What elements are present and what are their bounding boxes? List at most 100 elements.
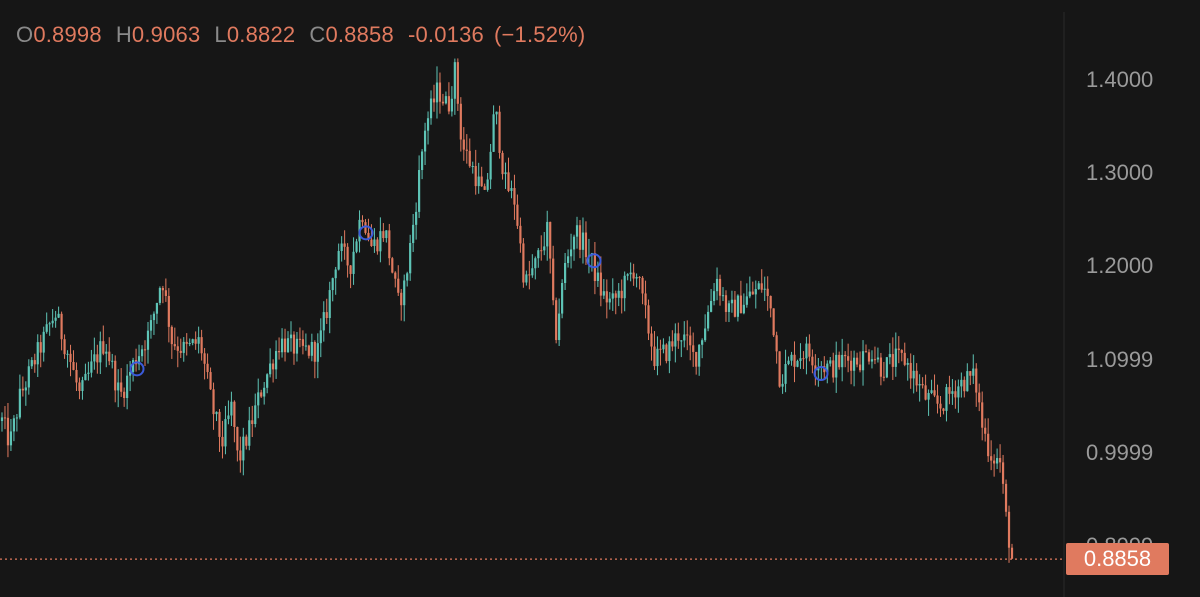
candle-body (108, 351, 111, 362)
candle-body (501, 152, 504, 175)
candle-body (808, 343, 811, 357)
candle-body (331, 278, 334, 291)
candle-body (671, 341, 674, 347)
candle-body (504, 172, 507, 175)
candle-body (117, 382, 120, 391)
candle-body (349, 265, 352, 274)
candle-body (251, 420, 254, 425)
candle-body (644, 293, 647, 306)
candle-body (647, 305, 650, 334)
candle-body (453, 62, 456, 99)
candle-body (546, 221, 549, 247)
candle-body (909, 362, 912, 379)
candle-body (272, 363, 275, 370)
candle-body (75, 369, 78, 383)
candle-body (93, 354, 96, 362)
candle-body (325, 312, 328, 318)
candle-body (140, 349, 144, 357)
candle-body (355, 241, 358, 252)
signal-marker (586, 253, 602, 269)
last-price-tag: 0.8858 (1066, 543, 1169, 576)
candle-body (468, 150, 471, 167)
candle-body (495, 111, 498, 115)
candle-body (555, 300, 558, 341)
candle-body (960, 379, 963, 387)
candle-body (763, 288, 766, 290)
candle-body (382, 231, 385, 239)
candle-body (787, 360, 790, 365)
candle-body (397, 278, 400, 293)
candle-body (388, 230, 391, 259)
ohlc-legend: O0.8998 H0.9063 L0.8822 C0.8858 -0.0136 … (16, 22, 595, 48)
close-label: C (309, 22, 326, 47)
candle-body (954, 391, 957, 398)
candle-body (346, 246, 349, 266)
candle-body (498, 111, 501, 153)
candle-body (209, 372, 212, 390)
candle-body (766, 288, 769, 296)
candle-body (996, 458, 999, 464)
candle-body (662, 344, 665, 350)
candle-body (438, 82, 442, 102)
candle-body (543, 246, 546, 251)
candle-body (161, 287, 164, 291)
candle-body (1007, 511, 1011, 548)
candle-body (912, 370, 915, 379)
candle-body (781, 383, 784, 387)
candle-body (400, 292, 403, 306)
candle-body (474, 165, 477, 187)
candle-body (423, 130, 427, 152)
candle-body (373, 239, 376, 247)
candle-body (376, 239, 379, 252)
change-value: -0.0136 (407, 22, 484, 47)
candle-body (951, 391, 954, 394)
candle-body (906, 362, 909, 365)
candle-body (531, 268, 534, 276)
candle-body (248, 420, 251, 446)
candle-body (698, 344, 701, 367)
candle-body (292, 334, 296, 354)
candle-body (739, 295, 742, 314)
candle-body (942, 408, 945, 411)
candle-body (826, 363, 829, 373)
candle-body (870, 359, 874, 362)
candle-body (873, 359, 877, 361)
candle-body (260, 392, 263, 397)
candle-body (51, 320, 54, 324)
candle-body (790, 354, 793, 361)
candle-body (677, 333, 680, 341)
candle-body (650, 333, 653, 347)
candle-body (96, 354, 99, 363)
candle-body (444, 96, 448, 104)
candle-body (927, 392, 930, 400)
candle-body (450, 98, 453, 112)
price-axis-tick: 1.4000 (1086, 67, 1154, 92)
candle-body (686, 334, 689, 336)
candle-body (629, 272, 632, 275)
candle-body (751, 291, 754, 295)
candle-body (760, 283, 763, 290)
candle-body (304, 345, 307, 347)
candle-body (727, 303, 731, 312)
candle-body (188, 343, 191, 345)
signal-marker (358, 225, 374, 241)
candle-body (63, 339, 66, 355)
candle-body (492, 114, 495, 152)
candle-body (224, 419, 227, 447)
candle-body (572, 236, 576, 250)
candle-body (626, 274, 629, 276)
candle-body (158, 287, 162, 303)
candle-body (680, 340, 683, 342)
candle-body (334, 269, 337, 279)
candle-body (263, 387, 266, 397)
candle-body (120, 382, 123, 392)
candle-body (167, 295, 170, 327)
candle-body (111, 360, 114, 362)
candle-body (39, 342, 42, 353)
candle-body (486, 179, 489, 190)
candle-body (659, 348, 662, 350)
candle-body (328, 290, 331, 318)
candle-body (978, 392, 981, 403)
candle-body (632, 272, 635, 279)
